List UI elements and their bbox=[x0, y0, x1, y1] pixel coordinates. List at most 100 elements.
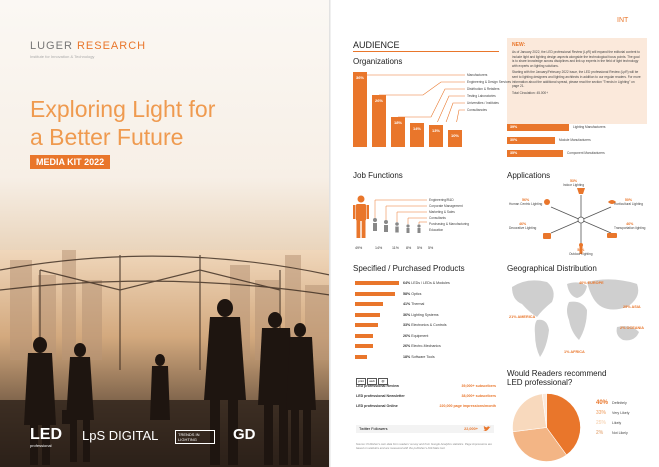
job-functions-icons bbox=[373, 199, 427, 233]
org-label: Manufacturers bbox=[467, 73, 488, 77]
product-name: Optics bbox=[410, 291, 422, 296]
circulation-value: 39,000+ subscribers bbox=[461, 384, 496, 388]
geo-label-america: 21% AMERICA bbox=[509, 315, 536, 319]
job-functions-title: Job Functions bbox=[353, 171, 403, 180]
job-function-pct: 14% bbox=[375, 246, 383, 250]
legend-label: Likely bbox=[612, 421, 622, 425]
application-name: Decorative Lighting bbox=[509, 226, 537, 230]
pie-slice bbox=[546, 393, 581, 456]
product-name: Thermal bbox=[410, 302, 425, 306]
cover-photo bbox=[0, 250, 330, 467]
manufacturer-label: Module Manufacturers bbox=[559, 138, 591, 142]
product-pct: 41% bbox=[403, 302, 411, 306]
job-function-label: Marketing & Sales bbox=[429, 210, 455, 214]
print-icon: print bbox=[356, 378, 366, 385]
product-pct: 58% bbox=[403, 291, 411, 296]
application-name: Transportation lighting bbox=[614, 226, 646, 230]
page-gutter bbox=[329, 0, 332, 467]
org-bar-pct: 36% bbox=[355, 75, 364, 80]
source-note: Source: Publisher's own data from reader… bbox=[356, 442, 492, 450]
news-paragraph-1: As of January 2022, the LED professional… bbox=[512, 50, 640, 68]
org-bar: 13% bbox=[429, 125, 443, 147]
application-label: 58% Outdoor Lighting bbox=[569, 248, 593, 256]
product-bar bbox=[355, 344, 373, 348]
product-label: 58% Optics bbox=[403, 292, 421, 296]
geo-title: Geographical Distribution bbox=[507, 264, 597, 273]
section-title: AUDIENCE bbox=[353, 40, 400, 50]
circulation-row: LED professional Newsletter 38,000+ subsc… bbox=[356, 394, 496, 401]
trends-in-lighting-logo: TRENDS IN LIGHTING bbox=[175, 430, 215, 444]
product-label: 26% Equipment bbox=[403, 334, 428, 338]
legend-item: 25% Likely bbox=[596, 420, 621, 426]
circulation-name: LED professional Newsletter bbox=[356, 394, 405, 398]
legend-label: Not Likely bbox=[612, 431, 628, 435]
application-name: Horticultural Lighting bbox=[614, 202, 644, 206]
job-function-pct: 11% bbox=[392, 246, 399, 250]
application-label: 50% Horticultural Lighting bbox=[614, 198, 643, 206]
email-icon: @ bbox=[378, 378, 388, 385]
geo-label-oceania: 2% OCEANIA bbox=[620, 326, 645, 330]
product-label: 18% Software Tools bbox=[403, 355, 435, 359]
world-map bbox=[512, 279, 639, 357]
organizations-title: Organizations bbox=[353, 57, 403, 66]
product-name: Equipment bbox=[410, 333, 429, 338]
product-bar bbox=[355, 354, 368, 359]
brand-main: LUGER bbox=[30, 40, 77, 52]
org-bar: 14% bbox=[410, 123, 424, 147]
legend-item: 40% Definitely bbox=[596, 400, 627, 406]
manufacturer-bar: 39% bbox=[507, 124, 569, 131]
audience-page: INT AUDIENCE NEW: As of January 2022, th… bbox=[331, 0, 659, 467]
product-name: Electronics & Controls bbox=[410, 323, 447, 327]
product-name: Software Tools bbox=[410, 354, 435, 359]
applications-diagram bbox=[543, 188, 617, 254]
org-label: Testing Laboratories bbox=[467, 94, 496, 98]
product-name: LEDs / LEDs & Modules bbox=[410, 281, 450, 285]
job-function-pct: 5% bbox=[428, 246, 434, 250]
org-label: Distribution & Retailers bbox=[467, 87, 500, 91]
news-paragraph-2: Starting with the January/February 2022 … bbox=[512, 70, 641, 89]
org-bar: 18% bbox=[391, 117, 405, 147]
pie-slice bbox=[512, 427, 567, 462]
job-function-label: Consultants bbox=[429, 216, 446, 220]
product-label: 36% Lighting Systems bbox=[403, 313, 439, 317]
legend-item: 2% Not Likely bbox=[596, 430, 628, 436]
brand-tagline: Institute for Innovation & Technology bbox=[30, 54, 95, 59]
circulation-value: 220,000 page impressions/month bbox=[439, 404, 496, 408]
twitter-label: Twitter Followers bbox=[359, 427, 388, 431]
geo-label-africa: 1% AFRICA bbox=[564, 350, 585, 354]
news-circulation: Total Circulation: 45.000+ bbox=[512, 90, 549, 95]
legend-pct: 25% bbox=[596, 420, 607, 426]
cover-headline: Exploring Light for a Better Future bbox=[30, 95, 310, 151]
product-bar bbox=[355, 291, 395, 296]
products-title: Specified / Purchased Products bbox=[353, 264, 465, 273]
legend-label: Definitely bbox=[612, 401, 627, 405]
org-bar-pct: 26% bbox=[374, 98, 383, 103]
product-pct: 18% bbox=[403, 354, 411, 359]
job-function-label: Education bbox=[429, 228, 444, 232]
applications-title: Applications bbox=[507, 171, 551, 180]
job-function-pct: 8% bbox=[406, 246, 412, 250]
product-pct: 26% bbox=[403, 333, 411, 338]
product-label: 33% Electronics & Controls bbox=[403, 323, 447, 327]
org-label: Engineering & Design Services bbox=[467, 80, 511, 84]
product-pct: 26% bbox=[403, 344, 411, 348]
application-label: 46% Transportation lighting bbox=[614, 222, 645, 230]
section-rule bbox=[353, 51, 499, 52]
manufacturer-bar: 30% bbox=[507, 137, 555, 144]
product-bar bbox=[355, 323, 378, 327]
application-label: 46% Decorative Lighting bbox=[509, 222, 536, 230]
pie-slice bbox=[512, 393, 547, 433]
legend-pct: 33% bbox=[596, 410, 607, 416]
headline-line-2: a Better Future bbox=[30, 124, 184, 150]
manufacturer-label: Component Manufacturers bbox=[567, 151, 605, 155]
application-pct: 53% bbox=[569, 179, 578, 183]
media-kit-label: MEDIA KIT 2022 bbox=[30, 155, 111, 169]
application-pct: 46% bbox=[626, 222, 634, 226]
product-pct: 64% bbox=[403, 281, 411, 285]
product-bar bbox=[355, 333, 373, 338]
web-icon: web bbox=[367, 378, 377, 385]
brand-accent: RESEARCH bbox=[76, 40, 147, 52]
geo-label-asia: 29% ASIA bbox=[623, 305, 641, 309]
recommend-pie-chart bbox=[512, 393, 581, 462]
